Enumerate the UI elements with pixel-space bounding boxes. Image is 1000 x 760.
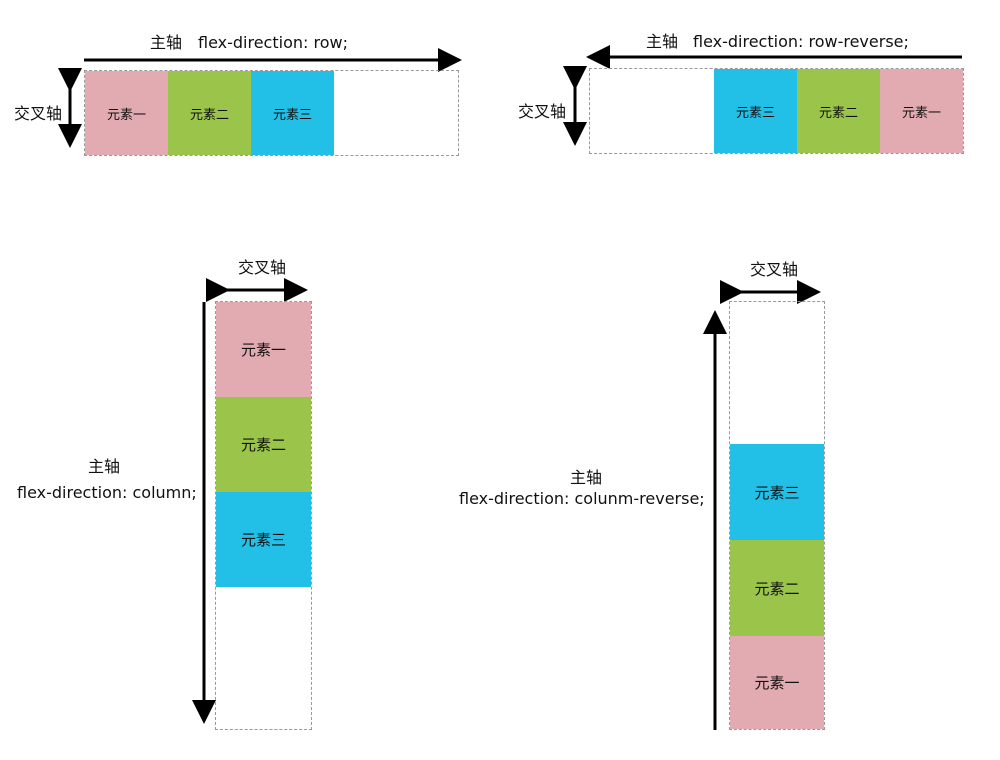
column-flex-container: 元素一 元素二 元素三 (215, 301, 312, 730)
row-reverse-cross-axis-label: 交叉轴 (518, 102, 567, 121)
row-item-two: 元素二 (168, 71, 251, 155)
column-item-two: 元素二 (216, 397, 311, 492)
row-item-three: 元素三 (251, 71, 334, 155)
column-reverse-item-two: 元素二 (730, 540, 824, 636)
row-reverse-item-one: 元素一 (880, 69, 963, 153)
row-item-one: 元素一 (85, 71, 168, 155)
row-direction-label: flex-direction: row; (198, 33, 348, 52)
column-item-three: 元素三 (216, 492, 311, 587)
column-direction-label: flex-direction: column; (17, 483, 197, 502)
column-reverse-direction-label: flex-direction: colunm-reverse; (459, 489, 705, 508)
column-main-axis-label: 主轴 (87, 457, 120, 476)
row-reverse-direction-label: flex-direction: row-reverse; (693, 32, 909, 51)
column-reverse-item-one: 元素一 (730, 636, 824, 729)
column-item-one: 元素一 (216, 302, 311, 397)
column-reverse-item-three: 元素三 (730, 444, 824, 540)
column-reverse-flex-container: 元素三 元素二 元素一 (729, 301, 825, 730)
column-reverse-cross-axis-label: 交叉轴 (750, 260, 799, 279)
column-reverse-main-axis-label: 主轴 (569, 468, 602, 487)
row-reverse-item-two: 元素二 (797, 69, 880, 153)
row-cross-axis-label: 交叉轴 (14, 104, 63, 123)
row-flex-container: 元素一 元素二 元素三 (84, 70, 459, 156)
row-reverse-flex-container: 元素三 元素二 元素一 (589, 68, 964, 154)
column-cross-axis-label: 交叉轴 (238, 258, 287, 277)
row-main-axis-label: 主轴 (150, 33, 183, 52)
row-reverse-main-axis-label: 主轴 (646, 32, 679, 51)
row-reverse-item-three: 元素三 (714, 69, 797, 153)
